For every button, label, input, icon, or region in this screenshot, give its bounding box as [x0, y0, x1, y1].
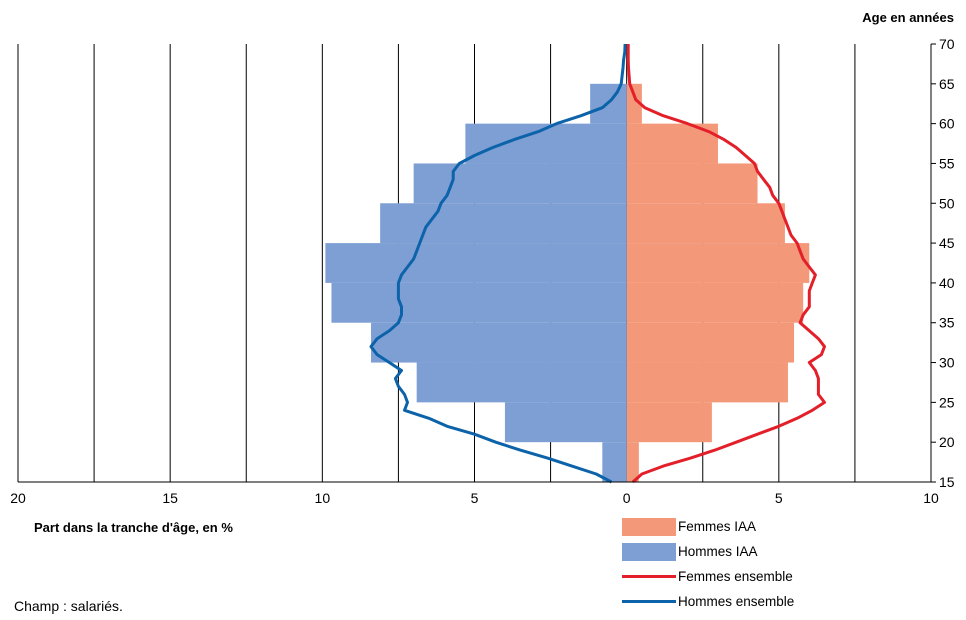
bar-hommes-iaa [380, 203, 627, 244]
bar-femmes-iaa [626, 442, 639, 482]
bar-femmes-iaa [626, 402, 712, 443]
legend-label-femmes-iaa: Femmes IAA [678, 519, 757, 534]
y-tick-label: 60 [939, 116, 955, 132]
bar-femmes-iaa [626, 163, 758, 204]
legend: Femmes IAA Hommes IAA Femmes ensemble Ho… [622, 514, 794, 614]
y-tick-label: 35 [939, 315, 955, 331]
x-tick-label: 20 [10, 490, 26, 506]
legend-line-femmes-ensemble [622, 575, 676, 578]
x-tick-label: 10 [923, 490, 939, 506]
bar-hommes-iaa [325, 243, 627, 283]
y-tick-label: 65 [939, 76, 955, 92]
legend-swatch-femmes-iaa [622, 517, 676, 536]
y-tick-label: 45 [939, 235, 955, 251]
y-tick-label: 25 [939, 394, 955, 410]
legend-swatch-hommes-iaa [622, 542, 676, 561]
y-tick-label: 40 [939, 275, 955, 291]
bar-femmes-iaa [626, 203, 785, 244]
y-tick-label: 15 [939, 474, 955, 490]
legend-label-femmes-ensemble: Femmes ensemble [678, 569, 793, 584]
lines [369, 43, 826, 484]
y-tick-label: 20 [939, 434, 955, 450]
legend-line-hommes-ensemble [622, 600, 676, 603]
y-tick-label: 55 [939, 155, 955, 171]
x-axis-title: Part dans la tranche d'âge, en % [34, 520, 233, 535]
legend-label-hommes-ensemble: Hommes ensemble [678, 594, 795, 609]
legend-label-hommes-iaa: Hommes IAA [678, 544, 758, 559]
y-axis-title: Age en années [862, 10, 954, 25]
y-tick-label: 30 [939, 355, 955, 371]
bar-femmes-iaa [626, 322, 795, 363]
scope-note: Champ : salariés. [14, 598, 123, 614]
bar-hommes-iaa [602, 442, 627, 482]
x-tick-label: 15 [162, 490, 178, 506]
legend-item-hommes-ensemble: Hommes ensemble [622, 589, 794, 614]
x-tick-label: 0 [623, 490, 631, 506]
x-tick-label: 5 [775, 490, 783, 506]
legend-item-femmes-ensemble: Femmes ensemble [622, 564, 794, 589]
legend-item-femmes-iaa: Femmes IAA [622, 514, 794, 539]
bar-hommes-iaa [413, 163, 627, 204]
line-femmes-ensemble [626, 44, 826, 484]
bar-femmes-iaa [626, 362, 788, 403]
x-tick-label: 10 [315, 490, 331, 506]
bar-hommes-iaa [465, 123, 627, 164]
bar-hommes-iaa [371, 322, 627, 363]
bar-hommes-iaa [331, 282, 627, 323]
legend-item-hommes-iaa: Hommes IAA [622, 539, 794, 564]
bar-femmes-iaa [626, 282, 804, 323]
y-tick-label: 50 [939, 195, 955, 211]
bar-hommes-iaa [416, 362, 627, 403]
bar-femmes-iaa [626, 243, 810, 283]
line-hommes-ensemble [369, 43, 627, 484]
y-tick-label: 70 [939, 36, 955, 52]
x-tick-label: 5 [471, 490, 479, 506]
bar-femmes-iaa [626, 83, 642, 124]
bar-hommes-iaa [504, 402, 627, 443]
